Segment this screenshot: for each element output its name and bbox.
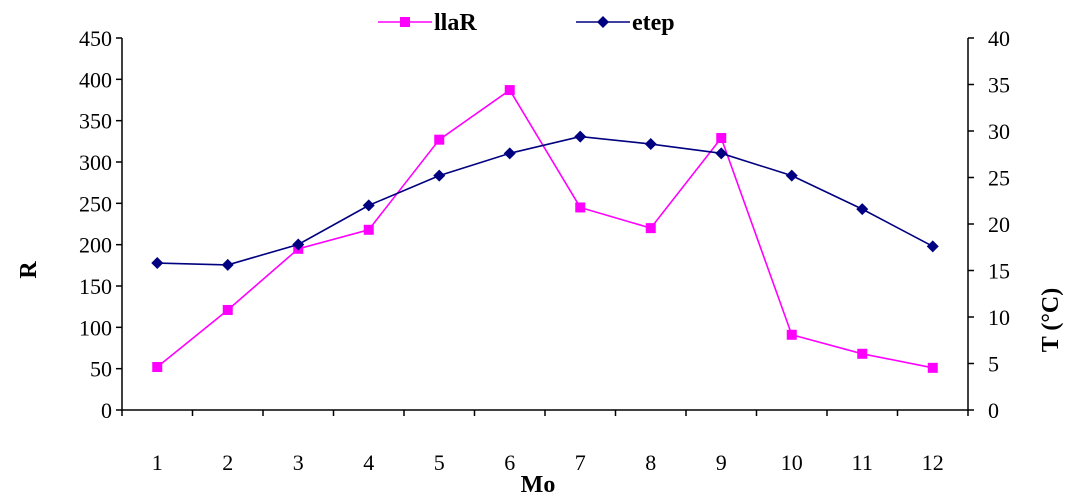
left-tick-label: 400 xyxy=(79,67,112,92)
left-tick-label: 0 xyxy=(101,398,112,423)
right-tick-label: 0 xyxy=(988,398,999,423)
data-point-square xyxy=(222,304,233,315)
data-point-diamond xyxy=(644,138,657,151)
left-tick-label: 350 xyxy=(79,109,112,134)
left-tick-label: 250 xyxy=(79,191,112,216)
data-point-diamond xyxy=(715,147,728,160)
x-tick-label: 9 xyxy=(716,450,727,475)
right-tick-label: 30 xyxy=(988,119,1010,144)
legend-item-1: llaR xyxy=(378,10,477,36)
data-point-square xyxy=(504,85,515,96)
legend-label: etep xyxy=(632,10,675,36)
x-tick-label: 5 xyxy=(434,450,445,475)
data-point-diamond xyxy=(574,130,587,143)
axes xyxy=(116,37,974,416)
x-tick-label: 4 xyxy=(363,450,374,475)
data-point-square xyxy=(786,329,797,340)
right-tick-label: 20 xyxy=(988,212,1010,237)
data-point-square xyxy=(927,362,938,373)
x-tick-label: 2 xyxy=(222,450,233,475)
data-point-diamond xyxy=(926,240,939,253)
legend-marker-square xyxy=(400,17,410,27)
series-2 xyxy=(151,130,939,271)
data-point-square xyxy=(645,223,656,234)
x-tick-label: 3 xyxy=(293,450,304,475)
data-point-diamond xyxy=(221,258,234,271)
data-point-square xyxy=(434,134,445,145)
right-tick-label: 15 xyxy=(988,259,1010,284)
data-point-square xyxy=(152,362,163,373)
right-tick-label: 25 xyxy=(988,166,1010,191)
data-point-diamond xyxy=(151,257,164,270)
left-tick-label: 150 xyxy=(79,274,112,299)
data-point-diamond xyxy=(785,169,798,182)
left-tick-label: 50 xyxy=(90,357,112,382)
x-tick-label: 8 xyxy=(645,450,656,475)
data-point-square xyxy=(716,133,727,144)
right-tick-label: 5 xyxy=(988,352,999,377)
right-y-axis-title: T (°C) xyxy=(1038,288,1064,353)
x-tick-label: 12 xyxy=(922,450,944,475)
series-1 xyxy=(152,85,938,373)
x-tick-label: 1 xyxy=(152,450,163,475)
data-point-square xyxy=(857,348,868,359)
tick-labels: 0501001502002503003504004500510152025303… xyxy=(79,26,1010,475)
legend-label: llaR xyxy=(434,10,477,36)
data-point-diamond xyxy=(503,147,516,160)
legend-marker-diamond xyxy=(597,16,609,28)
x-tick-label: 6 xyxy=(504,450,515,475)
series-group xyxy=(151,85,939,373)
left-tick-label: 300 xyxy=(79,150,112,175)
x-axis-title: Mo xyxy=(521,472,556,498)
series-line xyxy=(156,88,933,369)
left-tick-label: 200 xyxy=(79,233,112,258)
right-tick-label: 10 xyxy=(988,305,1010,330)
data-point-diamond xyxy=(433,169,446,182)
series-line xyxy=(157,135,934,266)
data-point-square xyxy=(363,224,374,235)
legend-item-2: etep xyxy=(576,10,675,36)
legend: llaR etep xyxy=(378,10,675,36)
data-point-diamond xyxy=(362,199,375,212)
x-tick-label: 11 xyxy=(852,450,873,475)
data-point-diamond xyxy=(292,238,305,251)
x-tick-label: 10 xyxy=(781,450,803,475)
x-tick-label: 7 xyxy=(575,450,586,475)
left-tick-label: 100 xyxy=(79,315,112,340)
right-tick-label: 35 xyxy=(988,73,1010,98)
left-tick-label: 450 xyxy=(79,26,112,51)
data-point-square xyxy=(575,202,586,213)
left-y-axis-title: R xyxy=(16,261,42,279)
data-point-diamond xyxy=(856,203,869,216)
right-tick-label: 40 xyxy=(988,26,1010,51)
